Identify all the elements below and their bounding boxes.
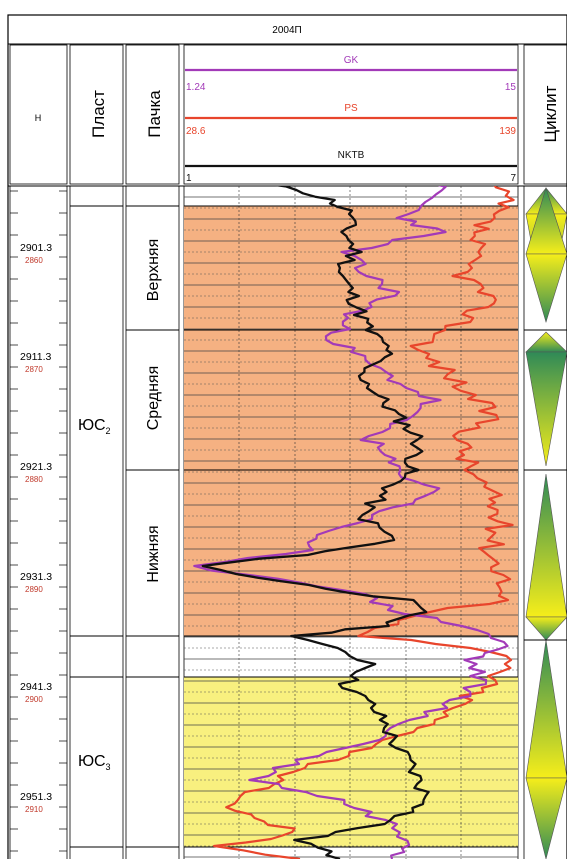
- legend-nktb: NKTB 1 7: [185, 150, 517, 184]
- pachka-label-middle: Средняя: [145, 366, 162, 431]
- legend-ps-min: 28.6: [186, 126, 206, 137]
- nktb-curve: [201, 186, 430, 859]
- depth-md: 2931.3: [20, 571, 52, 583]
- depth-tvd: 2910: [25, 805, 43, 814]
- legend-gk: GK 1.24 15: [185, 55, 517, 93]
- well-title: 2004П: [272, 25, 301, 36]
- depth-tvd: 2880: [25, 475, 43, 484]
- cyclite-column: [525, 186, 567, 860]
- cyclite-header: Циклит: [541, 85, 560, 142]
- depth-tvd: 2860: [25, 256, 43, 265]
- depth-md: 2901.3: [20, 242, 52, 254]
- legend-gk-name: GK: [344, 55, 359, 66]
- pachka-header: Пачка: [145, 90, 164, 138]
- cyclite-diamond: [525, 639, 567, 779]
- plast-label-us3: ЮС3: [78, 753, 111, 772]
- depth-tvd: 2870: [25, 365, 43, 374]
- cyclite-diamond: [525, 331, 567, 353]
- outer-frame: [7, 14, 567, 864]
- legend-nktb-min: 1: [186, 173, 192, 184]
- cyclite-diamond: [525, 253, 567, 324]
- plast-header-box: [69, 44, 124, 185]
- cyclite-diamond: [525, 616, 567, 641]
- ps-curve: [213, 186, 515, 859]
- plast-label-us2: ЮС2: [78, 417, 111, 436]
- plast-header: Пласт: [89, 90, 108, 138]
- depth-md: 2941.3: [20, 681, 52, 693]
- depth-tvd: 2890: [25, 585, 43, 594]
- legend-gk-min: 1.24: [186, 82, 206, 93]
- logs-header-box: [183, 44, 519, 185]
- legend-nktb-name: NKTB: [338, 150, 365, 161]
- legend-gk-max: 15: [505, 82, 517, 93]
- depth-md: 2911.3: [20, 351, 51, 363]
- depth-ticks: [10, 190, 67, 852]
- depth-labels: 2901.3 2860 2911.3 2870 2921.3 2880 2931…: [20, 242, 52, 814]
- pachka-header-box: [125, 44, 180, 185]
- depth-md: 2921.3: [20, 461, 52, 473]
- cyclite-header-box: [523, 44, 567, 185]
- pachka-label-upper: Верхняя: [145, 239, 162, 301]
- legend-nktb-max: 7: [510, 173, 516, 184]
- cyclite-diamond: [525, 351, 567, 467]
- depth-md: 2951.3: [20, 791, 52, 803]
- legend-ps: PS 28.6 139: [185, 103, 517, 137]
- legend-ps-max: 139: [499, 126, 516, 137]
- pachka-label-lower: Нижняя: [145, 525, 162, 582]
- cyclite-diamond: [525, 473, 567, 618]
- depth-header-box: [9, 44, 68, 185]
- gk-curve: [193, 186, 509, 859]
- legend-ps-name: PS: [344, 103, 358, 114]
- cyclite-diamond: [525, 777, 567, 860]
- depth-tvd: 2900: [25, 695, 43, 704]
- depth-header: Н: [35, 113, 42, 123]
- log-grid: [184, 186, 518, 859]
